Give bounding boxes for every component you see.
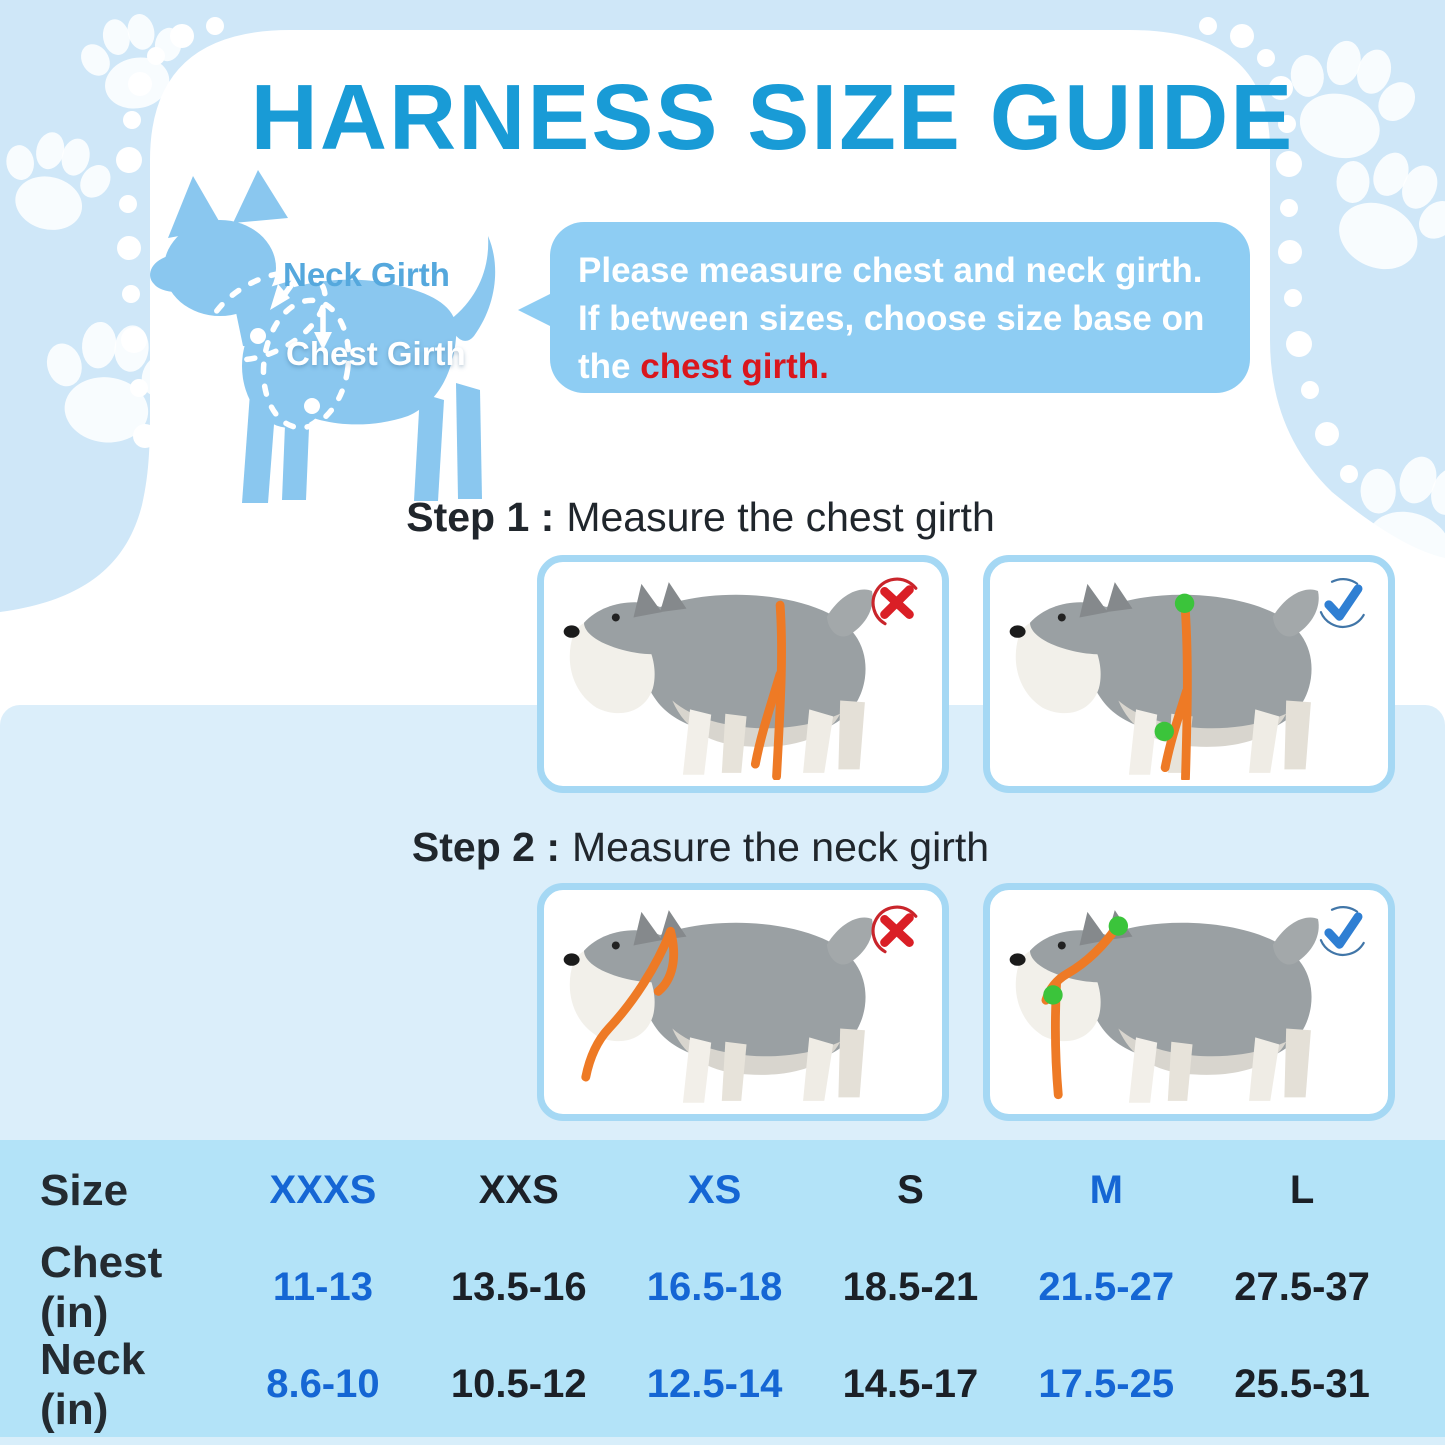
dog-photo-wrong-chest — [552, 568, 934, 780]
check-icon — [1312, 572, 1374, 634]
bubble-line-3: the chest girth. — [578, 343, 1222, 391]
step-2-text: Measure the neck girth — [572, 824, 990, 870]
check-icon — [1312, 900, 1374, 962]
size-header-xxs: XXS — [478, 1168, 559, 1212]
measure-points — [250, 284, 332, 414]
dotted-trail-right — [1199, 17, 1358, 483]
table-corner-label: Size — [40, 1165, 129, 1215]
neck-row-label: Neck (in) — [40, 1334, 146, 1434]
step-2-label: Step 2 : — [411, 824, 561, 870]
step2-right-photo-card — [983, 883, 1395, 1121]
tape-at-waist — [750, 600, 786, 780]
bubble-line-3-period: . — [819, 346, 829, 386]
size-header-xxxs: XXXS — [269, 1168, 377, 1212]
neck-value-xxxs: 8.6-10 — [266, 1362, 380, 1406]
bubble-line-3-highlight: chest girth — [640, 346, 820, 386]
chihuahua-silhouette — [150, 170, 496, 503]
dog-photo-right-chest — [998, 568, 1380, 780]
chest-value-xxxs: 11-13 — [272, 1265, 373, 1309]
bottom-strip — [0, 1437, 1445, 1445]
measure-point-dots — [1043, 916, 1129, 1005]
neck-girth-label: Neck Girth — [283, 256, 450, 293]
step-1-heading: Step 1 : Measure the chest girth — [0, 494, 1445, 541]
size-header-m: M — [1089, 1168, 1123, 1212]
neck-value-l: 25.5-31 — [1234, 1362, 1370, 1406]
neck-value-m: 17.5-25 — [1038, 1362, 1175, 1406]
size-header-xs: XS — [687, 1168, 742, 1212]
step-1-text: Measure the chest girth — [566, 494, 995, 540]
neck-value-xs: 12.5-14 — [646, 1362, 783, 1406]
neck-value-s: 14.5-17 — [842, 1362, 979, 1406]
chest-value-s: 18.5-21 — [842, 1265, 979, 1309]
size-header-s: S — [897, 1168, 924, 1212]
bubble-line-3-prefix: the — [578, 346, 641, 386]
speech-bubble-tail — [518, 292, 554, 328]
chest-girth-label: Chest Girth — [286, 335, 466, 372]
step-2-heading: Step 2 : Measure the neck girth — [0, 824, 1445, 871]
tape-low-neck — [581, 926, 679, 1082]
chest-value-xs: 16.5-18 — [646, 1265, 783, 1309]
chest-row-label: Chest (in) — [40, 1237, 163, 1337]
table-band — [0, 1140, 1445, 1437]
measuring-diagram: Neck Girth Chest Girth — [138, 168, 568, 513]
chest-value-m: 21.5-27 — [1038, 1265, 1175, 1309]
chest-value-l: 27.5-37 — [1234, 1265, 1370, 1309]
page-title: HARNESS SIZE GUIDE — [250, 65, 1295, 169]
size-header-l: L — [1289, 1168, 1315, 1212]
measure-point-dots — [1154, 593, 1195, 742]
step-1-label: Step 1 : — [406, 494, 555, 540]
cross-icon — [866, 900, 928, 962]
bubble-line-2: If between sizes, choose size base on — [578, 298, 1205, 338]
dog-photo-wrong-neck — [552, 896, 934, 1108]
size-table: Size XXXS XXS XS S M L Chest (in) 11-13 … — [0, 1140, 1445, 1437]
dog-photo-right-neck — [998, 896, 1380, 1108]
step2-wrong-photo-card — [537, 883, 949, 1121]
bubble-line-1: Please measure chest and neck girth. — [578, 251, 1203, 290]
step1-right-photo-card — [983, 555, 1395, 793]
speech-bubble: Please measure chest and neck girth. If … — [518, 222, 1250, 393]
chest-value-xxs: 13.5-16 — [450, 1265, 587, 1309]
cross-icon — [866, 572, 928, 634]
step1-wrong-photo-card — [537, 555, 949, 793]
neck-value-xxs: 10.5-12 — [450, 1362, 587, 1406]
